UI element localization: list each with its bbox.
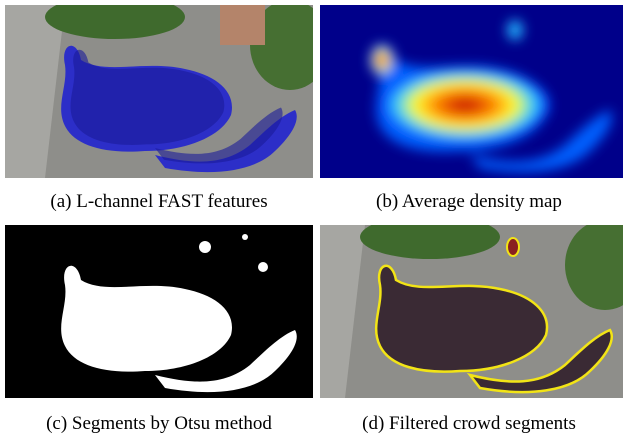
panel-d-image xyxy=(320,225,623,398)
caption: (a) L-channel FAST features xyxy=(50,191,267,212)
panel-b-image xyxy=(320,5,623,178)
panel-a-image xyxy=(5,5,313,178)
panel-c-image xyxy=(5,225,313,398)
caption: (d) Filtered crowd segments xyxy=(362,413,576,434)
caption: (c) Segments by Otsu method xyxy=(46,413,272,434)
caption: (b) Average density map xyxy=(376,191,562,212)
